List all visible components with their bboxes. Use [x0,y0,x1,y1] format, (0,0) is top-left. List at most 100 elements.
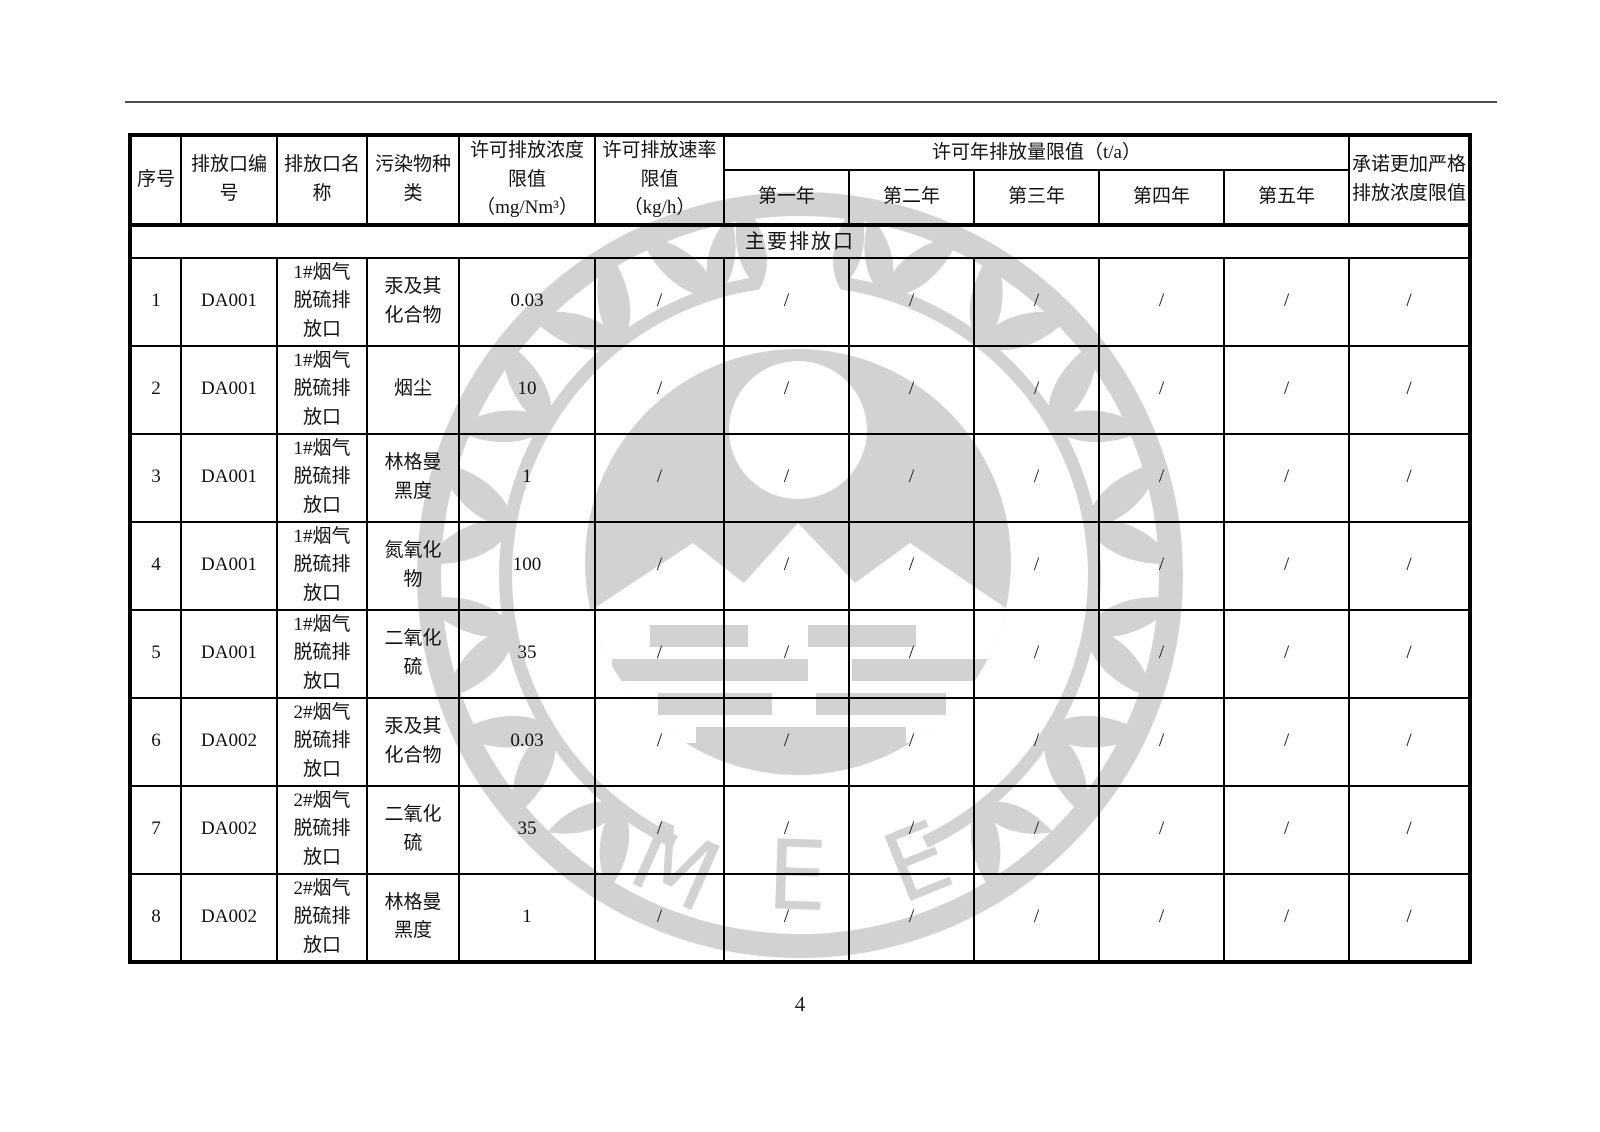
cell-outlet_no: DA001 [180,432,278,523]
cell-y1: / [723,784,850,875]
table-body: 1 DA001 1#烟气 脱硫排 放口 汞及其 化合物 0.03// / / / //2 DA00… [129,256,1471,963]
cell-no: 4 [129,520,182,611]
table-row: 5 DA001 1#烟气 脱硫排 放口 二氧化 硫 35// / / / / / [129,608,1471,699]
cell-y2: / [848,256,975,347]
table-row: 6 DA002 2#烟气 脱硫排 放口 汞及其 化合物 0.03// / / / / / [129,696,1471,787]
cell-y4: / [1098,432,1225,523]
cell-outlet_no: DA001 [180,520,278,611]
table-row: 1 DA001 1#烟气 脱硫排 放口 汞及其 化合物 0.03// / / / / / [129,256,1471,347]
cell-outlet_name: 2#烟气 脱硫排 放口 [276,784,368,875]
cell-conc: 0.03 [458,696,596,787]
cell-no: 5 [129,608,182,699]
cell-conc: 0.03 [458,256,596,347]
cell-outlet_name: 1#烟气 脱硫排 放口 [276,432,368,523]
cell-y3: / [973,696,1100,787]
cell-no: 6 [129,696,182,787]
col-header-pollutant: 污染物种 类 [366,134,460,226]
cell-y5: / [1223,432,1350,523]
cell-rate: / [594,344,725,435]
cell-y4: / [1098,520,1225,611]
cell-y2: / [848,784,975,875]
cell-promise: / [1348,344,1471,435]
table-header-row-1: 序号 排放口编 号 排放口名 称 污染物种 类 许可排放浓度 限值 （mg/Nm… [129,133,1471,226]
section-row-main-outlets: 主要排放口 [129,222,1471,259]
cell-rate: / [594,696,725,787]
cell-outlet_name: 2#烟气 脱硫排 放口 [276,696,368,787]
table-header-row-2: 第一年 第二年 第三年 第四年 第五年 [130,169,1470,226]
col-header-year-5: 第五年 [1223,169,1350,226]
cell-y5: / [1223,872,1350,963]
col-header-year-1: 第一年 [723,169,850,226]
cell-rate: / [594,432,725,523]
col-header-outlet-name: 排放口名 称 [276,134,368,226]
cell-y1: / [723,608,850,699]
cell-pollutant: 氮氧化 物 [366,520,460,611]
cell-y4: / [1098,608,1225,699]
col-header-year-3: 第三年 [973,169,1100,226]
cell-rate: / [594,520,725,611]
cell-outlet_name: 1#烟气 脱硫排 放口 [276,608,368,699]
cell-y3: / [973,520,1100,611]
cell-y1: / [723,872,850,963]
table-row: 8 DA002 2#烟气 脱硫排 放口 林格曼 黑度 1// / / / / / [129,872,1471,963]
cell-outlet_no: DA001 [180,608,278,699]
cell-conc: 1 [458,872,596,963]
cell-y5: / [1223,344,1350,435]
cell-y3: / [973,256,1100,347]
cell-y2: / [848,432,975,523]
cell-rate: / [594,784,725,875]
col-header-outlet-no: 排放口编 号 [180,134,278,226]
cell-y3: / [973,608,1100,699]
cell-promise: / [1348,872,1471,963]
cell-pollutant: 汞及其 化合物 [366,696,460,787]
cell-conc: 35 [458,784,596,875]
section-label: 主要排放口 [129,222,1471,259]
col-header-serial: 序号 [129,134,182,226]
cell-promise: / [1348,608,1471,699]
col-header-rate-limit: 许可排放速率 限值 （kg/h） [594,134,725,226]
cell-promise: / [1348,432,1471,523]
cell-promise: / [1348,696,1471,787]
cell-conc: 100 [458,520,596,611]
cell-y5: / [1223,784,1350,875]
cell-y2: / [848,520,975,611]
cell-outlet_no: DA002 [180,696,278,787]
cell-no: 1 [129,256,182,347]
cell-y2: / [848,344,975,435]
cell-y1: / [723,432,850,523]
cell-y3: / [973,872,1100,963]
cell-pollutant: 二氧化 硫 [366,784,460,875]
cell-pollutant: 二氧化 硫 [366,608,460,699]
col-header-year-4: 第四年 [1098,169,1225,226]
col-header-promise: 承诺更加严格 排放浓度限值 [1348,134,1471,226]
cell-promise: / [1348,520,1471,611]
cell-promise: / [1348,256,1471,347]
cell-no: 3 [129,432,182,523]
cell-conc: 35 [458,608,596,699]
cell-y5: / [1223,696,1350,787]
cell-y1: / [723,344,850,435]
table-row: 2 DA001 1#烟气 脱硫排 放口 烟尘 10// / / / / / [129,344,1471,435]
cell-promise: / [1348,784,1471,875]
cell-y4: / [1098,872,1225,963]
table-row: 3 DA001 1#烟气 脱硫排 放口 林格曼 黑度 1// / / / / / [129,432,1471,523]
cell-y5: / [1223,520,1350,611]
cell-rate: / [594,256,725,347]
cell-y2: / [848,696,975,787]
cell-y1: / [723,696,850,787]
cell-outlet_no: DA001 [180,344,278,435]
cell-y3: / [973,432,1100,523]
cell-y1: / [723,256,850,347]
cell-outlet_name: 1#烟气 脱硫排 放口 [276,344,368,435]
cell-outlet_name: 1#烟气 脱硫排 放口 [276,256,368,347]
emission-limits-table: 序号 排放口编 号 排放口名 称 污染物种 类 许可排放浓度 限值 （mg/Nm… [128,133,1472,964]
cell-pollutant: 林格曼 黑度 [366,872,460,963]
cell-y5: / [1223,256,1350,347]
cell-outlet_no: DA002 [180,872,278,963]
cell-outlet_no: DA002 [180,784,278,875]
cell-outlet_name: 1#烟气 脱硫排 放口 [276,520,368,611]
col-header-conc-limit: 许可排放浓度 限值 （mg/Nm³） [458,134,596,226]
cell-pollutant: 烟尘 [366,344,460,435]
table-row: 4 DA001 1#烟气 脱硫排 放口 氮氧化 物 100// / / / / / [129,520,1471,611]
cell-y3: / [973,784,1100,875]
